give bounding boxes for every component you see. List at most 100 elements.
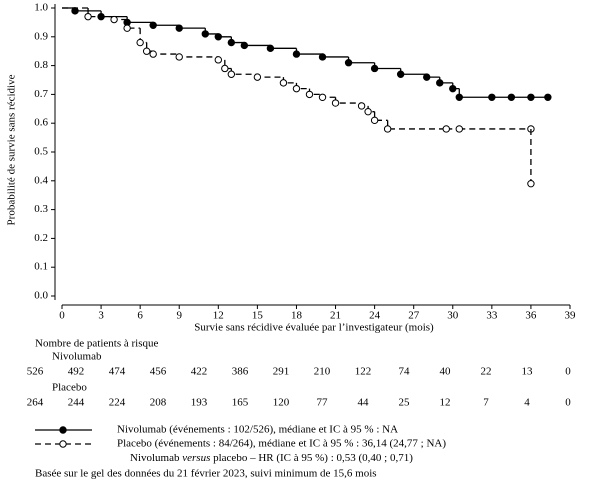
censor-marker <box>370 116 379 125</box>
x-tick-label: 24 <box>369 310 381 322</box>
step-segment <box>334 97 362 104</box>
risk-count: 492 <box>68 366 85 378</box>
risk-count: 193 <box>191 397 208 409</box>
step-segment <box>400 68 427 75</box>
risk-count: 526 <box>27 366 44 378</box>
risk-group-label: Placebo <box>52 382 87 394</box>
risk-group-label: Nivolumab <box>52 351 102 363</box>
y-tick-label: 0.2 <box>34 232 48 244</box>
censor-marker <box>383 125 392 133</box>
censor-marker <box>149 50 157 58</box>
censor-marker <box>136 38 144 47</box>
risk-count: 77 <box>317 397 329 409</box>
censor-marker <box>227 70 236 78</box>
risk-count: 40 <box>440 366 452 378</box>
censor-marker <box>436 79 444 87</box>
risk-count: 224 <box>109 397 126 409</box>
step-segment <box>243 42 271 47</box>
legend-label: Placebo (événements : 84/264), médiane e… <box>117 438 446 450</box>
step-segment <box>224 59 232 70</box>
censor-marker <box>221 64 229 73</box>
censor-marker <box>149 21 157 29</box>
step-segment <box>230 68 258 75</box>
risk-count: 22 <box>481 366 492 378</box>
x-tick-label: 12 <box>213 310 224 322</box>
censor-marker <box>214 56 223 64</box>
censor-marker <box>423 73 431 81</box>
risk-count: 244 <box>68 397 85 409</box>
censor-marker <box>201 30 209 38</box>
x-tick-label: 21 <box>330 310 341 322</box>
censor-marker <box>370 64 379 73</box>
censor-marker <box>292 50 301 58</box>
step-segment <box>126 16 154 24</box>
censor-marker <box>544 93 552 101</box>
step-segment <box>178 54 219 58</box>
step-segment <box>100 10 128 18</box>
x-tick-label: 27 <box>408 310 420 322</box>
step-segment <box>87 8 115 18</box>
censor-marker <box>364 107 372 116</box>
y-tick-label: 0.0 <box>34 290 48 302</box>
risk-count: 12 <box>440 397 451 409</box>
step-segment <box>256 74 284 78</box>
step-segment <box>373 62 401 70</box>
censor-marker <box>357 102 366 110</box>
x-tick-label: 30 <box>447 310 459 322</box>
y-tick-label: 0.3 <box>34 203 48 215</box>
risk-count: 25 <box>399 397 411 409</box>
censor-marker <box>142 47 151 55</box>
step-segment <box>126 19 141 29</box>
censor-marker <box>266 44 275 53</box>
risk-count: 0 <box>565 397 571 409</box>
censor-marker <box>305 90 314 99</box>
step-segment <box>373 111 388 121</box>
hr-text: Nivolumab versus placebo – HR (IC à 95 %… <box>130 452 413 464</box>
y-tick-label: 0.1 <box>34 261 48 273</box>
legend-marker <box>59 426 67 434</box>
hr-part: Nivolumab <box>130 452 182 464</box>
risk-title: Nombre de patients à risque <box>35 338 159 350</box>
censor-marker <box>344 59 353 67</box>
censor-marker <box>527 93 535 101</box>
censor-marker <box>455 93 463 101</box>
legend-marker <box>59 440 67 448</box>
x-tick-label: 33 <box>486 310 498 322</box>
legend-label: Nivolumab (événements : 102/526), médian… <box>117 424 398 436</box>
risk-count: 291 <box>273 366 290 378</box>
risk-count: 120 <box>273 397 290 409</box>
x-tick-label: 18 <box>291 310 303 322</box>
x-tick-label: 6 <box>137 310 143 322</box>
censor-marker <box>507 93 516 101</box>
risk-count: 44 <box>358 397 370 409</box>
x-tick-label: 15 <box>252 310 264 322</box>
censor-marker <box>123 24 131 32</box>
censor-marker <box>396 70 405 78</box>
censor-marker <box>110 15 118 24</box>
risk-count: 386 <box>232 366 249 378</box>
risk-count: 0 <box>565 366 571 378</box>
y-tick-label: 0.9 <box>34 30 48 42</box>
step-segment <box>386 120 447 130</box>
y-tick-label: 0.8 <box>34 59 48 71</box>
risk-count: 13 <box>522 366 534 378</box>
y-tick-label: 0.7 <box>34 88 48 100</box>
footnote: Basée sur le gel des données du 21 févri… <box>35 468 377 480</box>
censor-marker <box>253 73 262 81</box>
risk-count: 122 <box>355 366 372 378</box>
censor-marker <box>84 12 92 21</box>
risk-count: 7 <box>483 397 489 409</box>
censor-marker <box>214 33 223 41</box>
y-tick-label: 1.0 <box>34 2 48 14</box>
censor-marker <box>331 99 340 107</box>
risk-count: 474 <box>109 366 126 378</box>
step-segment <box>269 45 297 49</box>
risk-count: 210 <box>314 366 331 378</box>
x-tick-label: 3 <box>98 310 104 322</box>
y-axis-label: Probabilité de survie sans récidive <box>6 74 18 225</box>
censor-marker <box>279 79 288 87</box>
censor-marker <box>488 93 496 101</box>
censor-marker <box>455 125 463 133</box>
censor-marker <box>227 38 236 47</box>
y-tick-label: 0.5 <box>34 146 48 158</box>
